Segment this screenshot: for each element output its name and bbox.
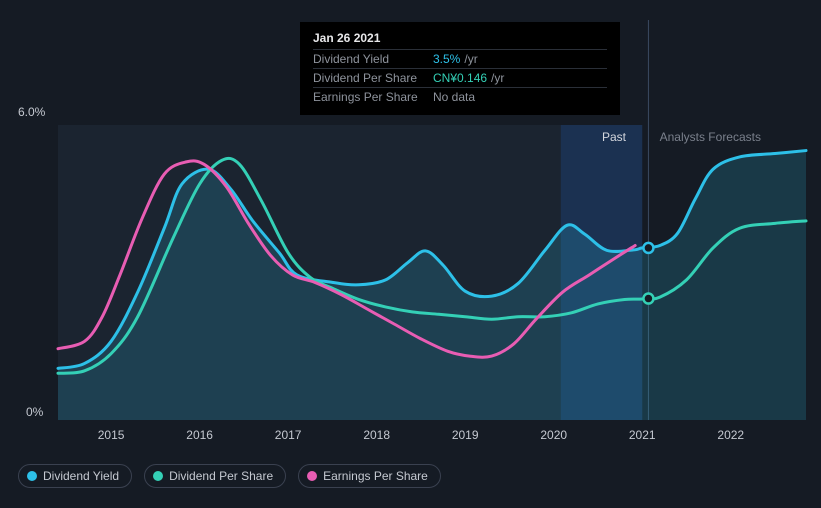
legend-item[interactable]: Dividend Per Share [144,464,286,488]
legend-label: Dividend Per Share [169,469,273,483]
legend-label: Earnings Per Share [323,469,428,483]
tooltip-row: Dividend Yield3.5%/yr [313,49,607,68]
y-axis-max: 6.0% [18,105,45,119]
legend-item[interactable]: Dividend Yield [18,464,132,488]
legend-dot [27,471,37,481]
tooltip-date: Jan 26 2021 [313,31,607,45]
tooltip-row: Earnings Per ShareNo data [313,87,607,106]
dividend-chart: 6.0% 0% 2015 2016 2017 2018 2019 2020 2021 2022… [0,0,821,508]
x-axis-year: 2022 [717,428,744,442]
past-label: Past [602,130,626,144]
tooltip-row: Dividend Per ShareCN¥0.146/yr [313,68,607,87]
legend: Dividend Yield Dividend Per Share Earnings… [18,464,441,488]
legend-dot [307,471,317,481]
legend-dot [153,471,163,481]
x-axis-year: 2020 [540,428,567,442]
x-axis-year: 2018 [363,428,390,442]
x-axis-year: 2016 [186,428,213,442]
x-axis-year: 2015 [98,428,125,442]
forecast-label: Analysts Forecasts [660,130,761,144]
x-axis-year: 2019 [452,428,479,442]
x-axis-year: 2021 [629,428,656,442]
legend-item[interactable]: Earnings Per Share [298,464,441,488]
hover-tooltip: Jan 26 2021 Dividend Yield3.5%/yrDividen… [300,22,620,115]
y-axis-min: 0% [26,405,43,419]
legend-label: Dividend Yield [43,469,119,483]
x-axis-year: 2017 [275,428,302,442]
